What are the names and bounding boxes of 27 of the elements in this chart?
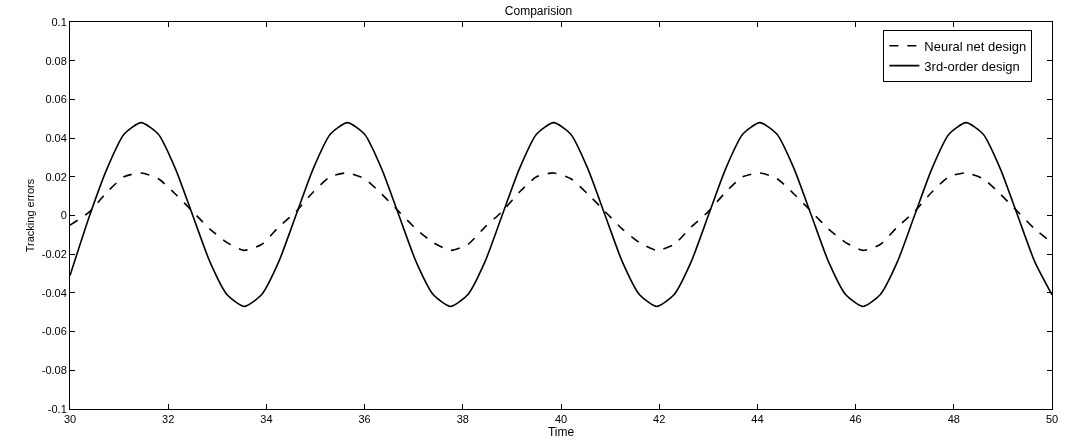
y-axis-title: Tracking errors [24, 178, 37, 253]
y-tick-label: 0.1 [51, 15, 67, 28]
chart-title: Comparision [504, 4, 573, 19]
legend-label: 3rd-order design [924, 58, 1020, 74]
x-tick-label: 34 [260, 413, 273, 426]
y-tick-label: -0.04 [41, 286, 67, 299]
y-tick-label: -0.06 [41, 325, 67, 338]
x-tick-label: 36 [358, 413, 371, 426]
x-tick-label: 44 [751, 413, 764, 426]
y-tick-label: -0.1 [47, 402, 67, 415]
y-tick-label: 0.06 [45, 93, 67, 106]
x-tick-label: 48 [947, 413, 960, 426]
x-tick-label: 32 [162, 413, 175, 426]
x-tick-label: 50 [1045, 413, 1059, 426]
y-tick-label: 0.04 [45, 131, 67, 144]
y-tick-label: 0 [60, 209, 67, 222]
y-tick-label: -0.08 [41, 364, 67, 377]
x-tick-label: 38 [456, 413, 469, 426]
x-tick-label: 46 [849, 413, 862, 426]
y-tick-label: -0.02 [41, 248, 67, 261]
x-axis-title: Time [547, 425, 575, 440]
legend-label: Neural net design [924, 38, 1027, 54]
x-tick-label: 40 [554, 413, 568, 426]
x-tick-label: 42 [653, 413, 666, 426]
y-tick-label: 0.02 [45, 170, 67, 183]
x-tick-label: 30 [63, 413, 77, 426]
y-tick-label: 0.08 [45, 54, 67, 67]
